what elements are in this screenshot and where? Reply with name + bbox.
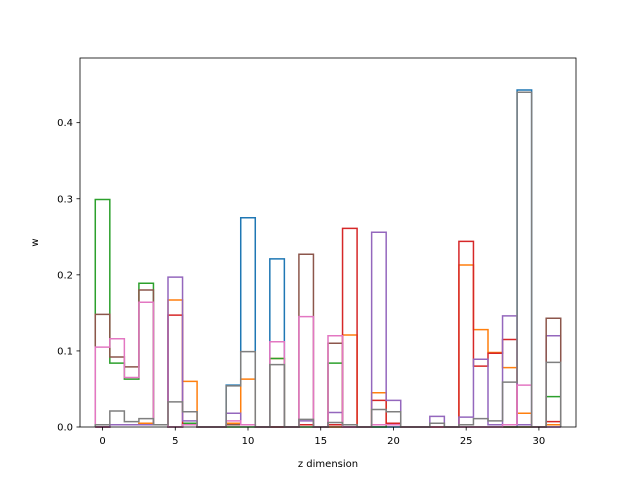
y-tick-label: 0.3 <box>57 194 73 205</box>
series-line-8 <box>94 91 562 428</box>
axes-frame <box>79 57 577 428</box>
y-tick-label: 0.1 <box>57 346 73 357</box>
x-tick-label: 10 <box>242 436 255 447</box>
y-axis-label: w <box>30 238 41 246</box>
y-tick-label: 0.0 <box>57 423 73 434</box>
x-tick-label: 20 <box>387 436 400 447</box>
y-tick-label: 0.4 <box>57 118 73 129</box>
x-tick-label: 30 <box>533 436 546 447</box>
x-axis-label: z dimension <box>298 459 358 470</box>
x-tick-label: 25 <box>460 436 473 447</box>
x-tick-label: 5 <box>172 436 178 447</box>
y-tick-label: 0.2 <box>57 270 73 281</box>
x-tick-label: 0 <box>99 436 105 447</box>
ticks-layer: 0 5 10 15 20 25 30 0.0 0.1 0.2 0.3 0.4 <box>57 118 545 447</box>
x-tick-label: 15 <box>314 436 327 447</box>
